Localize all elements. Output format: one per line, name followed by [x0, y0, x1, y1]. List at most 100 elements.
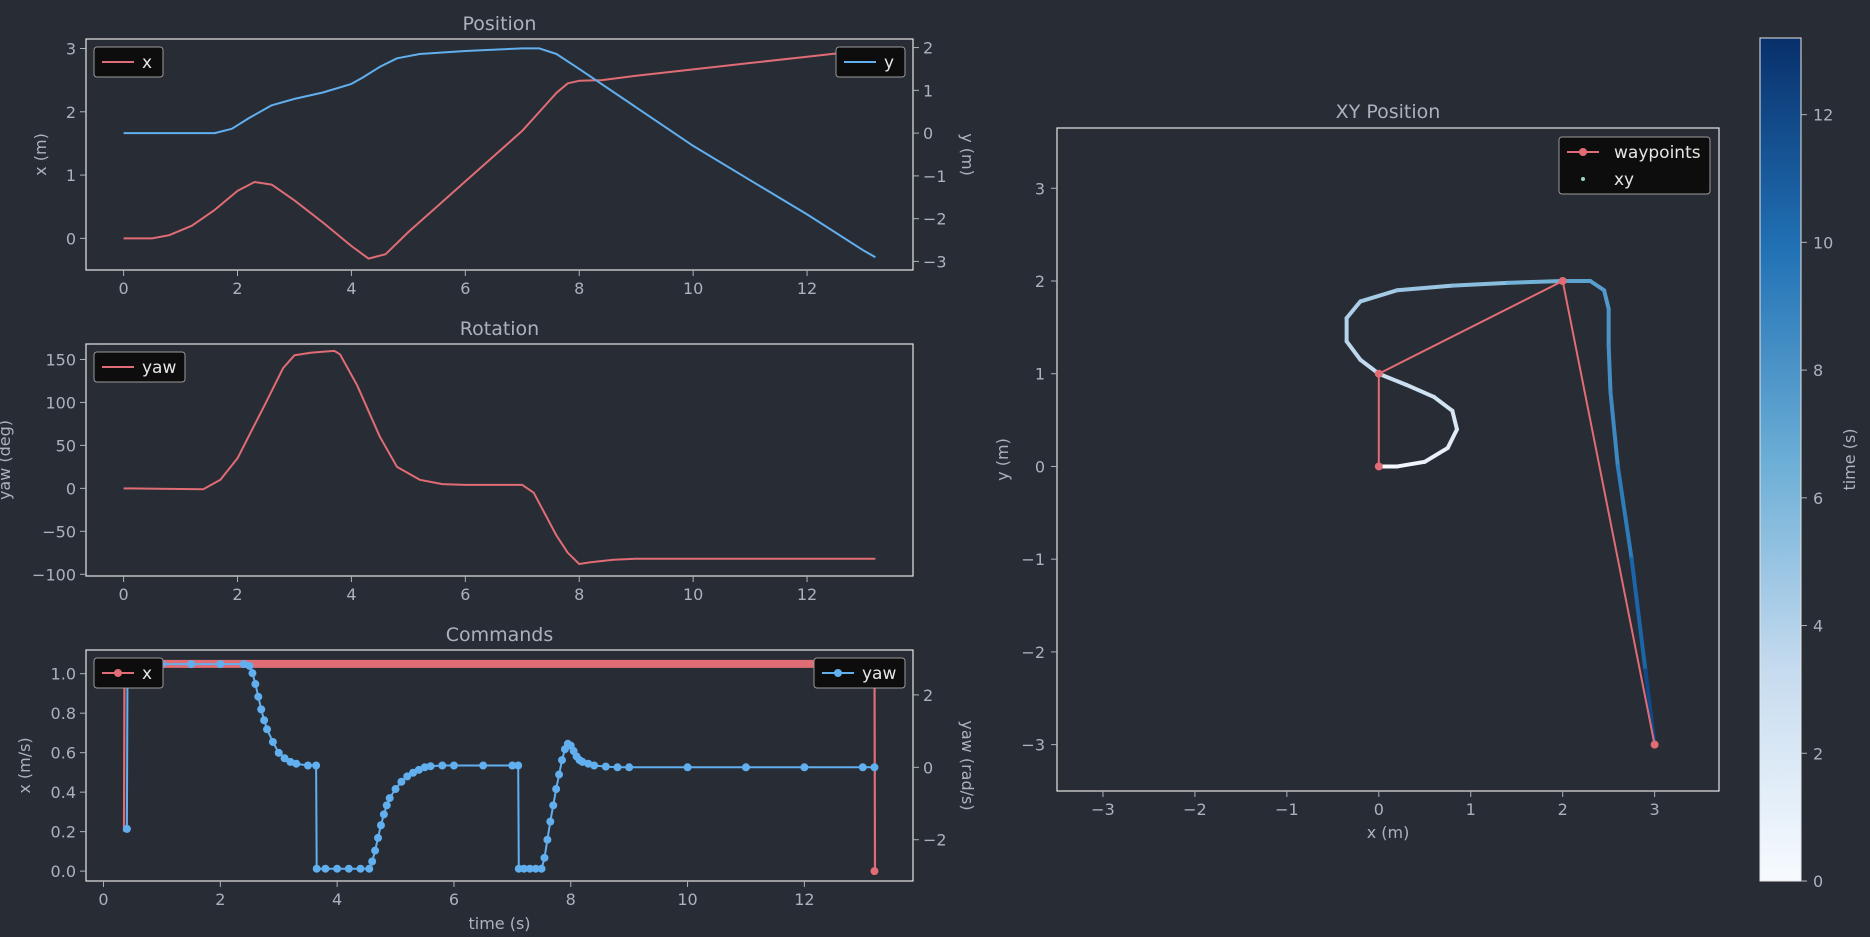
xy-ytick-label: −2	[1021, 643, 1045, 662]
position-ytick-label: 0	[66, 229, 76, 248]
position-series-x	[123, 48, 876, 260]
rotation-ytick-label: 150	[45, 350, 76, 369]
commands-marker-yaw	[540, 853, 549, 862]
position-ytick-right-label: −3	[923, 252, 947, 271]
commands-marker-yaw	[520, 864, 529, 873]
rotation-legend-left-box	[93, 351, 186, 383]
commands-marker-yaw	[356, 864, 365, 873]
position-legend-left-label: x	[142, 53, 152, 73]
colorbar-tick-label: 12	[1813, 106, 1833, 125]
commands-marker-yaw	[549, 801, 558, 810]
xy-trajectory-segment	[1602, 288, 1611, 311]
commands-marker-yaw	[254, 692, 263, 701]
commands-xtick-label: 2	[215, 890, 225, 909]
commands-marker-yaw	[248, 669, 257, 678]
xy-ytick-label: −1	[1021, 550, 1045, 569]
commands-ytick-right-label: −2	[923, 831, 947, 850]
commands-marker-yaw	[382, 801, 391, 810]
xy-frame	[1056, 127, 1720, 792]
position-ytick-label: 2	[66, 103, 76, 122]
rotation-ylabel: yaw (deg)	[0, 420, 14, 500]
xy-trajectory-segment	[1344, 299, 1363, 321]
commands-x-end-marker	[870, 867, 879, 876]
position-xtick-label: 0	[118, 279, 128, 298]
rotation-xtick-label: 4	[346, 585, 356, 604]
commands-marker-yaw	[379, 810, 388, 819]
commands-marker-yaw	[274, 748, 283, 757]
rotation-xtick-label: 2	[232, 585, 242, 604]
xy-title: XY Position	[1336, 101, 1441, 123]
commands-marker-yaw	[625, 763, 634, 772]
position-ytick-label: 3	[66, 39, 76, 58]
xy-trajectory-segment	[1615, 464, 1634, 562]
xy-waypoint-marker	[1650, 740, 1659, 749]
xy-trajectory-segment	[1588, 279, 1607, 293]
commands-marker-yaw	[601, 762, 610, 771]
commands-marker-yaw	[312, 864, 321, 873]
commands-marker-yaw	[557, 756, 566, 765]
commands-ytick-label: 1.0	[51, 665, 76, 684]
colorbar-tick-label: 8	[1813, 361, 1823, 380]
commands-xtick-label: 10	[677, 890, 697, 909]
rotation-series-yaw	[123, 349, 876, 565]
xy-ytick-label: −3	[1021, 736, 1045, 755]
commands-ytick-right-label: 0	[923, 758, 933, 777]
commands-marker-yaw	[800, 763, 809, 772]
xy-legend-waypoints-label: waypoints	[1614, 143, 1701, 163]
commands-marker-yaw	[321, 864, 330, 873]
rotation-title: Rotation	[460, 318, 539, 340]
xy-legend-xy-label: xy	[1614, 170, 1634, 190]
commands-marker-yaw	[870, 763, 879, 772]
xy-xtick-label: −2	[1183, 800, 1207, 819]
colorbar-tick-label: 2	[1813, 744, 1823, 763]
xy-legend-waypoints-marker	[1579, 148, 1587, 156]
commands-marker-yaw	[303, 761, 312, 770]
position-xtick-label: 2	[232, 279, 242, 298]
xy-waypoints-line	[1377, 279, 1656, 745]
colorbar-label: time (s)	[1840, 428, 1859, 490]
commands-marker-yaw	[508, 761, 517, 770]
commands-ytick-label: 0.8	[51, 704, 76, 723]
xy-trajectory-segment	[1422, 445, 1450, 464]
commands-marker-yaw	[263, 725, 272, 734]
xy-xtick-label: 2	[1558, 800, 1568, 819]
xy-trajectory-segment	[1344, 339, 1363, 362]
commands-marker-yaw	[344, 864, 353, 873]
xy-trajectory-segment	[1445, 427, 1459, 450]
xy-trajectory-segment	[1450, 408, 1459, 432]
xy-trajectory-segment	[1395, 283, 1455, 293]
xy-trajectory-segment	[1450, 280, 1510, 288]
xy-waypoint-marker	[1374, 462, 1383, 471]
commands-marker-yaw	[245, 661, 254, 670]
commands-marker-yaw	[371, 846, 380, 855]
commands-title: Commands	[446, 624, 554, 646]
rotation-xtick-label: 0	[118, 585, 128, 604]
position-xtick-label: 4	[346, 279, 356, 298]
xy-trajectory-segment	[1505, 279, 1565, 285]
commands-ytick-label: 0.4	[51, 783, 76, 802]
commands-marker-yaw	[525, 864, 534, 873]
commands-marker-yaw	[268, 737, 277, 746]
commands-marker-yaw	[590, 761, 599, 770]
xy-trajectory-segment	[1629, 557, 1648, 673]
commands-marker-yaw	[368, 857, 377, 866]
commands-marker-yaw	[365, 864, 374, 873]
position-ytick-right-label: 0	[923, 124, 933, 143]
position-ytick-right-label: −1	[923, 167, 947, 186]
xy-trajectory-segment	[1606, 343, 1613, 395]
rotation-ytick-label: −100	[32, 565, 76, 584]
xy-xlabel: x (m)	[1367, 823, 1410, 842]
position-frame	[85, 38, 914, 271]
rotation-ytick-label: 0	[66, 479, 76, 498]
commands-legend-left-swatch-marker	[114, 669, 122, 677]
rotation-ytick-label: −50	[42, 522, 76, 541]
commands-ylabel-right: yaw (rad/s)	[958, 720, 977, 810]
rotation-frame	[85, 343, 914, 577]
commands-marker-yaw	[514, 761, 523, 770]
rotation-xtick-label: 6	[460, 585, 470, 604]
commands-ytick-label: 0.2	[51, 823, 76, 842]
xy-xtick-label: 1	[1466, 800, 1476, 819]
rotation-legend-left-label: yaw	[142, 358, 176, 378]
xy-trajectory-segment	[1376, 371, 1409, 387]
xy-xtick-label: 3	[1650, 800, 1660, 819]
